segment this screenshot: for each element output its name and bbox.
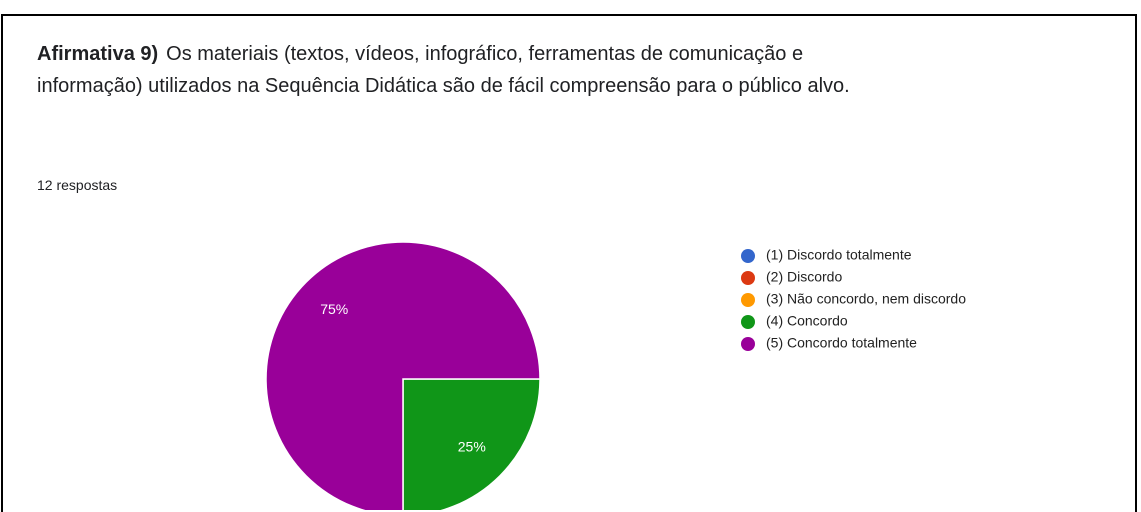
card: [1, 14, 1137, 512]
pie-slice: [402, 378, 541, 510]
legend-swatch: [741, 315, 755, 329]
question-title: Afirmativa 9) Os materiais (textos, vídeo…: [37, 38, 867, 102]
legend-label: (5) Concordo totalmente: [766, 335, 917, 351]
legend-label: (2) Discordo: [766, 269, 842, 285]
legend-swatch: [741, 337, 755, 351]
legend-label: (1) Discordo totalmente: [766, 247, 912, 263]
question-number: Afirmativa 9): [37, 43, 159, 65]
slice-label: 75%: [320, 301, 348, 317]
legend-label: (4) Concordo: [766, 313, 848, 329]
response-count: 12 respostas: [37, 177, 118, 193]
legend-swatch: [741, 249, 755, 263]
question-text: Os materiais (textos, vídeos, infográfic…: [37, 43, 850, 97]
legend-swatch: [741, 271, 755, 285]
legend-swatch: [741, 293, 755, 307]
slice-label: 25%: [458, 438, 486, 454]
legend-label: (3) Não concordo, nem discordo: [766, 291, 966, 307]
pie-slice: [265, 241, 541, 510]
